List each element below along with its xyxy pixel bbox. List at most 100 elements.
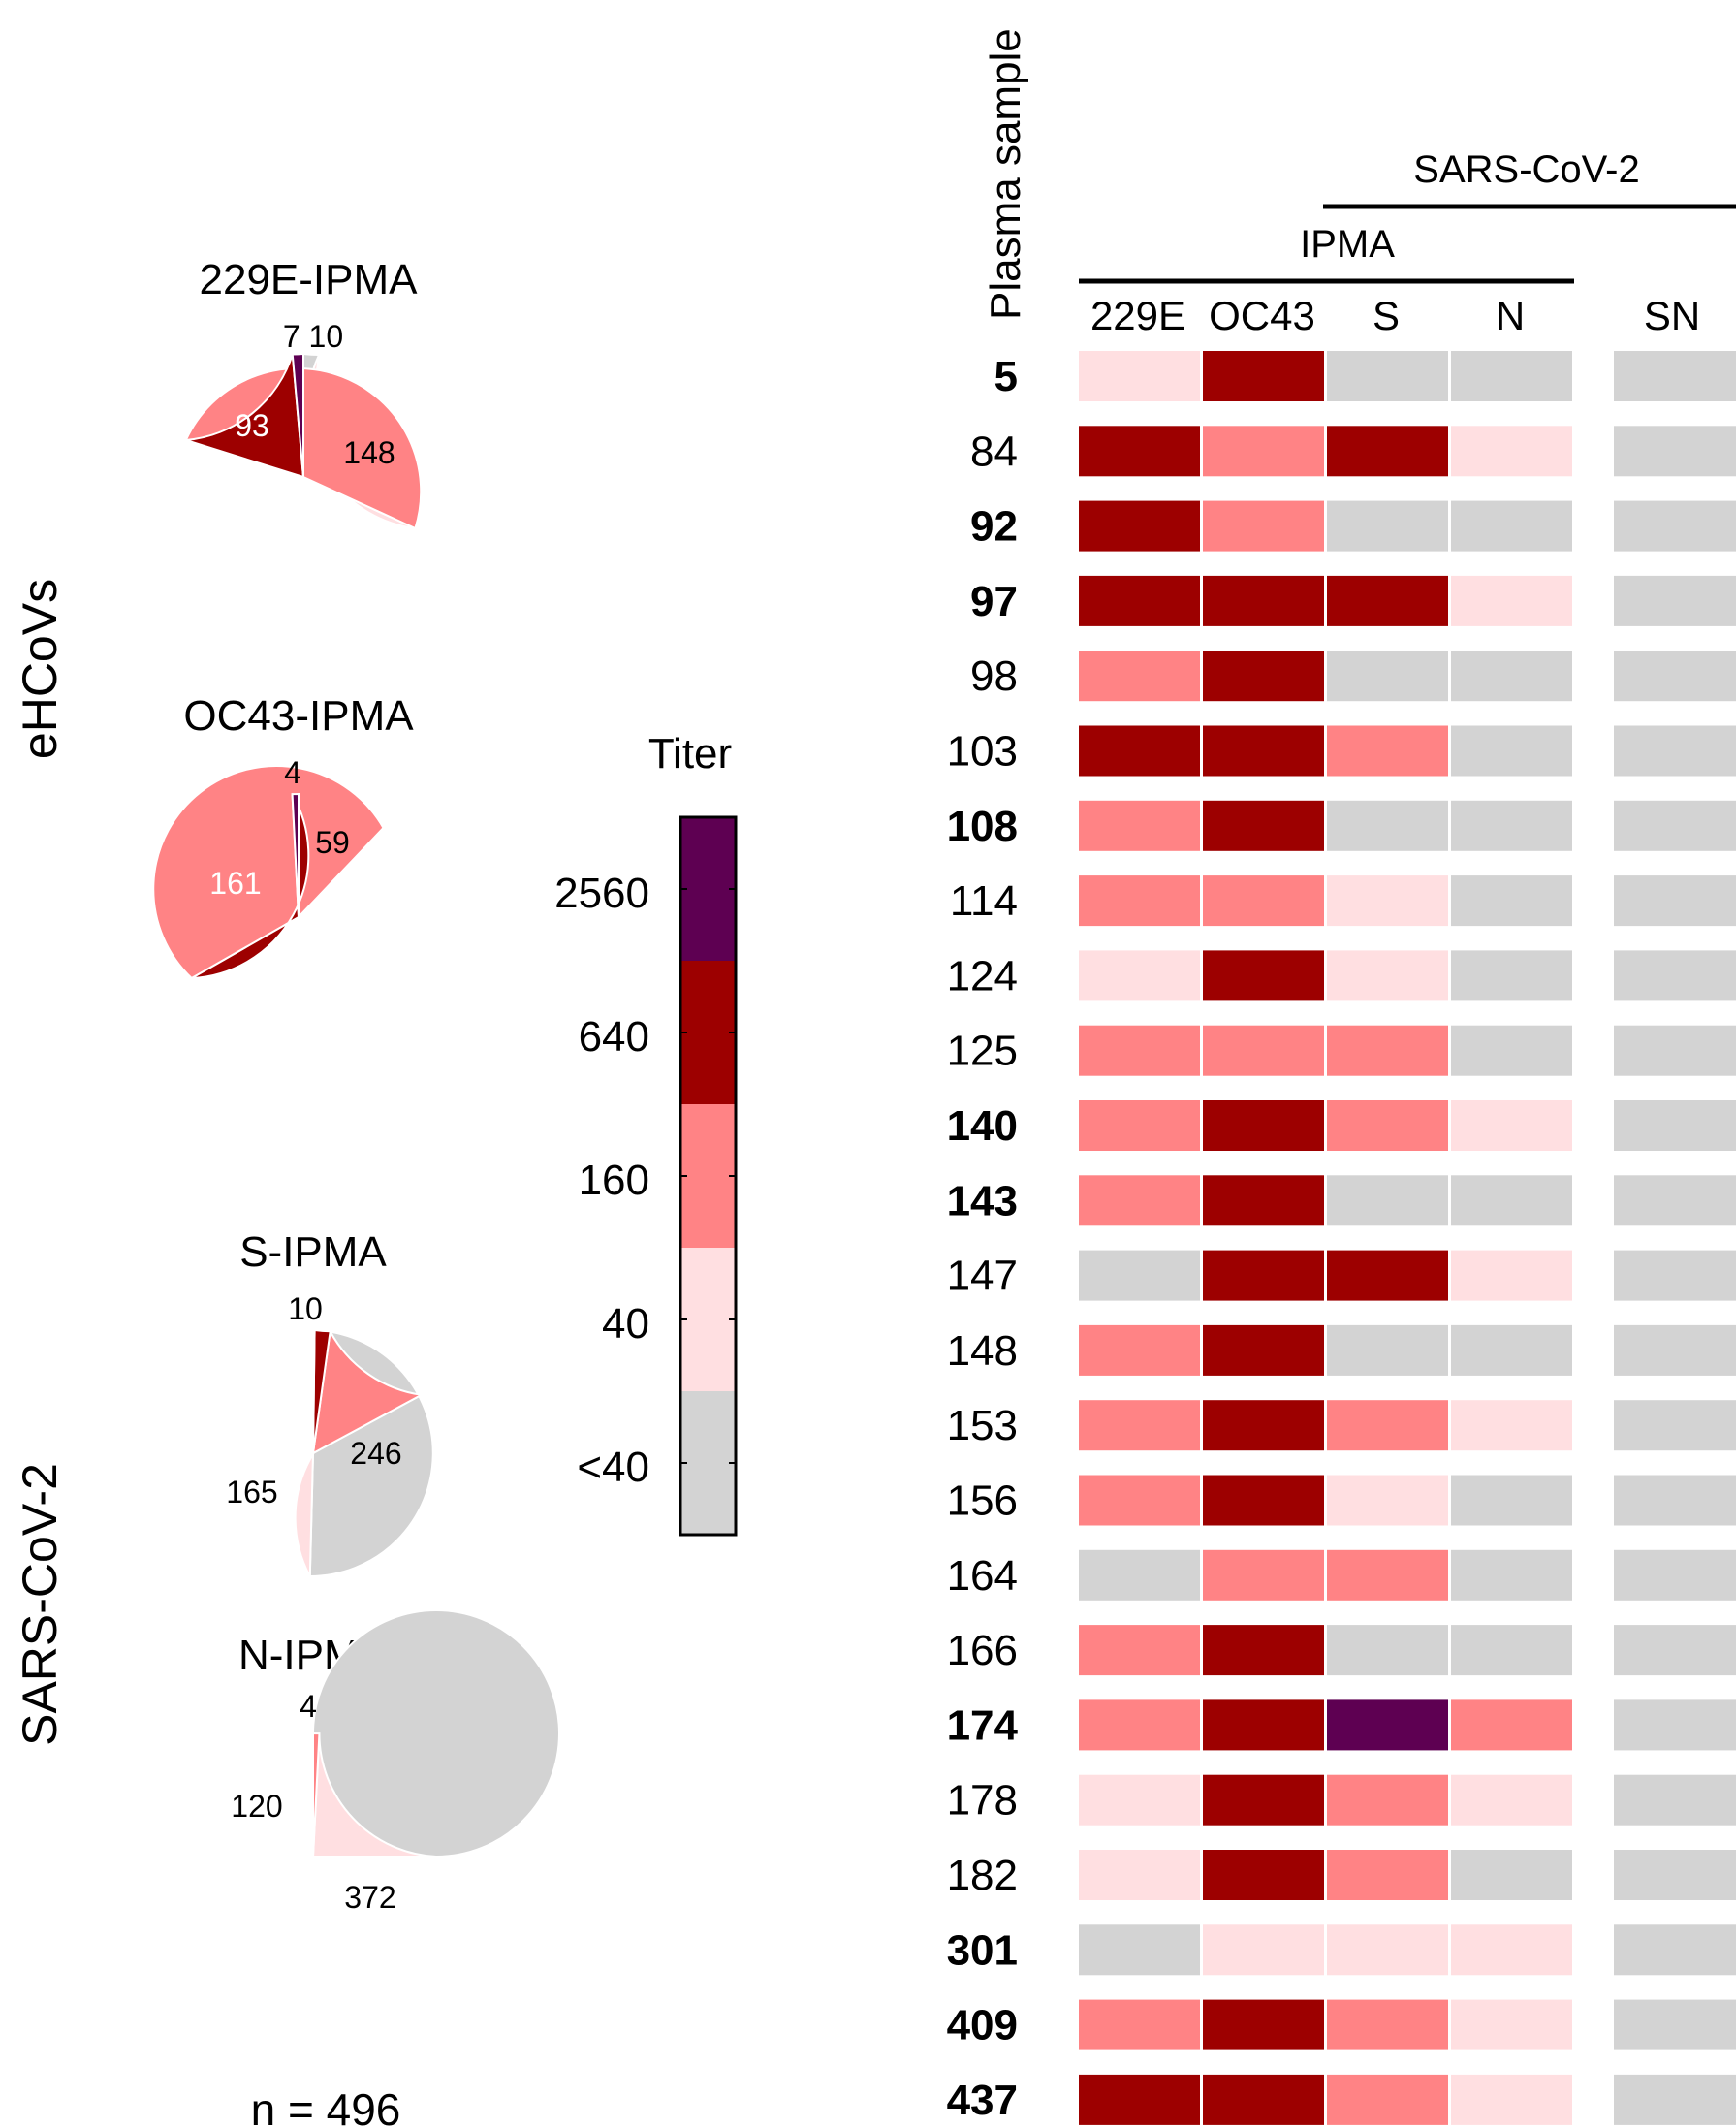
sample-label: 103	[947, 728, 1018, 776]
column-header-s: S	[1373, 293, 1400, 338]
sample-label: 174	[947, 1701, 1019, 1749]
heatmap-cell	[1203, 1175, 1324, 1226]
heatmap-cell	[1451, 1100, 1572, 1151]
heatmap-cell	[1614, 351, 1736, 401]
heatmap-cell	[1614, 651, 1736, 702]
sample-label: 92	[970, 503, 1018, 551]
sample-label: 437	[947, 2077, 1018, 2124]
sample-label: 84	[970, 428, 1018, 475]
heatmap-cell	[1451, 1699, 1572, 1751]
heatmap-cell	[1079, 1475, 1200, 1526]
sample-label: 148	[947, 1327, 1018, 1375]
column-header-sn: SN	[1644, 293, 1700, 338]
heatmap-cell	[1079, 1324, 1200, 1376]
heatmap-cell	[1451, 875, 1572, 927]
heatmap-cell	[1203, 2074, 1324, 2125]
heatmap-cell	[1614, 800, 1736, 851]
heatmap-cell	[1451, 1400, 1572, 1451]
legend-title: Titer	[648, 730, 732, 778]
heatmap-cell	[1327, 1625, 1448, 1676]
heatmap-cell	[1451, 1324, 1572, 1376]
heatmap-cell	[1614, 1625, 1736, 1676]
heatmap-cell	[1451, 1625, 1572, 1676]
heatmap-cell	[1327, 575, 1448, 626]
heatmap-cell	[1079, 1549, 1200, 1601]
heatmap-cell	[1203, 1025, 1324, 1076]
heatmap-cell	[1451, 1025, 1572, 1076]
heatmap-cell	[1327, 1999, 1448, 2050]
heatmap-cell	[1203, 1549, 1324, 1601]
pie-229e-value-238: 238	[253, 524, 304, 559]
column-header-oc43: OC43	[1209, 293, 1315, 338]
sample-label: 164	[947, 1552, 1018, 1600]
sample-label: 140	[947, 1102, 1018, 1150]
heatmap-cell	[1327, 500, 1448, 552]
legend-label-640: 640	[579, 1013, 649, 1061]
heatmap-cell	[1614, 1699, 1736, 1751]
pie-title-s: S-IPMA	[239, 1228, 387, 1276]
heatmap-cell	[1614, 575, 1736, 626]
side-label-sars-cov-2: SARS-CoV-2	[13, 1463, 67, 1746]
heatmap-cell	[1327, 1100, 1448, 1151]
pie-229e-value-93: 93	[235, 408, 269, 443]
heatmap-cell	[1451, 2074, 1572, 2125]
sample-label: 143	[947, 1177, 1018, 1224]
pie-oc43-ipma	[152, 765, 386, 980]
sample-size-label: n = 496	[251, 2084, 401, 2128]
pie-slice-160	[311, 1328, 425, 1455]
heatmap-cell	[1451, 1250, 1572, 1301]
heatmap-cell	[1079, 500, 1200, 552]
sample-label: 178	[947, 1777, 1018, 1825]
heatmap-cell	[1203, 950, 1324, 1001]
heatmap-cell	[1327, 875, 1448, 927]
heatmap-cell	[1327, 1549, 1448, 1601]
heatmap-cell	[1451, 1924, 1572, 1976]
pie-n-value-120: 120	[231, 1789, 282, 1824]
heatmap-cell	[1203, 1324, 1324, 1376]
pie-n-small-value: 4	[300, 1689, 317, 1724]
sample-label: 153	[947, 1402, 1018, 1449]
heatmap-cell	[1203, 800, 1324, 851]
heatmap-cell	[1203, 426, 1324, 477]
heatmap-cell	[1203, 351, 1324, 401]
row-header-plasma-sample: Plasma sample	[982, 28, 1029, 320]
sample-label: 166	[947, 1627, 1018, 1674]
column-header-229e: 229E	[1090, 293, 1185, 338]
legend-swatch-640	[680, 961, 736, 1104]
heatmap-cell	[1451, 1549, 1572, 1601]
pie-title-oc43: OC43-IPMA	[183, 692, 414, 740]
sample-label: 5	[994, 353, 1018, 400]
heatmap-cell	[1203, 1774, 1324, 1826]
heatmap-cell	[1079, 1100, 1200, 1151]
heatmap-cell	[1079, 1774, 1200, 1826]
heatmap-cell	[1327, 651, 1448, 702]
heatmap-cell	[1079, 800, 1200, 851]
heatmap-cell	[1614, 426, 1736, 477]
heatmap-cell	[1079, 1924, 1200, 1976]
heatmap-cell	[1203, 1625, 1324, 1676]
pie-oc43-value-59: 59	[315, 825, 350, 860]
pie-s-value-74: 74	[244, 1367, 279, 1402]
heatmap-cell	[1079, 1625, 1200, 1676]
heatmap-cell	[1451, 1850, 1572, 1900]
sample-label: 124	[947, 952, 1018, 1000]
heatmap-cell	[1327, 1324, 1448, 1376]
heatmap-cell	[1451, 426, 1572, 477]
pie-slice-640	[191, 793, 310, 980]
heatmap-cell	[1614, 1175, 1736, 1226]
heatmap-cell	[1079, 1850, 1200, 1900]
heatmap-cell	[1203, 500, 1324, 552]
pie-s-value-246: 246	[350, 1436, 401, 1471]
heatmap-cell	[1327, 1025, 1448, 1076]
heatmap-cell	[1327, 1774, 1448, 1826]
heatmap-cell	[1079, 1400, 1200, 1451]
pie-slice-2560	[291, 352, 304, 478]
heatmap-cell	[1327, 1400, 1448, 1451]
heatmap-cell	[1327, 426, 1448, 477]
heatmap-cell	[1079, 351, 1200, 401]
heatmap-cell	[1203, 1850, 1324, 1900]
heatmap-cell	[1203, 1924, 1324, 1976]
pie-s-value-165: 165	[226, 1475, 277, 1509]
heatmap-cell	[1079, 950, 1200, 1001]
